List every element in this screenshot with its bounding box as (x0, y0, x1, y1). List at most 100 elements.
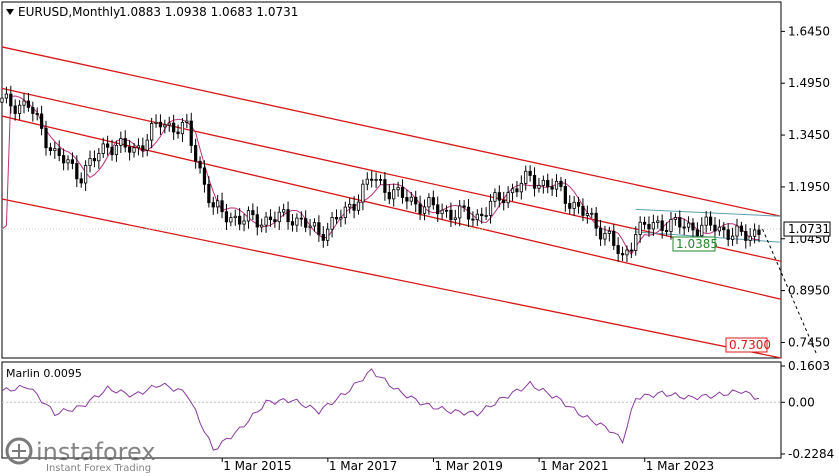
candle-body (136, 145, 141, 149)
candle-body (321, 234, 325, 241)
candle-body (242, 220, 246, 225)
instaforex-logo-icon (5, 437, 33, 465)
candle-body (238, 215, 242, 225)
candle-body (88, 158, 92, 166)
candle-body (57, 148, 61, 156)
candle-body (519, 183, 523, 193)
candle-body (427, 197, 431, 208)
candle-body (664, 230, 669, 232)
candle-body (198, 160, 202, 169)
candle-body (629, 249, 633, 252)
candle-body (97, 153, 101, 162)
candle-body (400, 186, 405, 198)
price-tick-label: 1.3450 (788, 128, 830, 142)
candles (0, 85, 761, 263)
channel-line-mid (1, 115, 782, 300)
candle-body (202, 167, 207, 185)
candle-body (422, 206, 427, 214)
candle-body (356, 201, 361, 211)
candle-body (726, 229, 730, 240)
candle-body (150, 123, 154, 141)
channel-line-lower (1, 198, 782, 359)
time-tick-label: 1 Mar 2019 (434, 459, 502, 473)
candle-body (656, 220, 660, 223)
candle-body (273, 219, 277, 223)
candle-body (378, 178, 383, 181)
candle-body (304, 218, 308, 228)
candle-body (343, 206, 347, 219)
candle-body (194, 145, 198, 162)
candle-body (550, 186, 554, 190)
candle-body (326, 228, 330, 241)
candle-body (748, 235, 752, 241)
candle-body (180, 122, 185, 135)
candle-body (348, 203, 352, 208)
marlin-indicator (1, 368, 781, 451)
candle-body (418, 203, 422, 214)
chart-header: EURUSD,Monthly 1.0883 1.0938 1.0683 1.07… (6, 5, 298, 19)
candle-body (695, 229, 699, 237)
candle-body (141, 145, 145, 151)
regression-channels (1, 46, 782, 359)
candle-body (686, 222, 691, 228)
candle-body (268, 216, 273, 221)
candle-body (708, 216, 713, 226)
candle-body (383, 179, 387, 193)
candle-body (515, 188, 519, 193)
candle-body (598, 227, 603, 240)
candle-body (462, 205, 466, 208)
candle-body (26, 100, 31, 108)
candle-body (132, 147, 136, 153)
current-price-marker: 1.0731 (783, 221, 831, 237)
candle-body (145, 139, 149, 151)
time-tick-label: 1 Mar 2015 (223, 459, 291, 473)
candle-body (44, 128, 48, 149)
candle-body (207, 183, 211, 204)
indicator-plot-area[interactable] (1, 361, 782, 459)
candle-body (528, 170, 532, 176)
candle-body (295, 217, 299, 226)
candle-body (704, 216, 708, 226)
candle-body (79, 178, 83, 184)
candle-body (576, 201, 581, 207)
candle-body (396, 186, 400, 191)
price-tick-label: 0.8950 (788, 284, 830, 298)
candle-body (730, 235, 735, 240)
candle-body (17, 104, 22, 114)
range-top-line (635, 208, 782, 217)
channel-line-mid-upper (1, 87, 782, 262)
candle-body (13, 105, 17, 114)
candle-body (502, 199, 506, 204)
candle-body (603, 233, 607, 240)
candle-body (541, 179, 545, 186)
candle-body (554, 180, 559, 190)
dropdown-triangle-icon[interactable] (6, 9, 14, 15)
candle-body (370, 178, 374, 181)
candle-body (233, 215, 237, 218)
candle-body (744, 231, 748, 241)
indicator-tick-label: 0.1603 (788, 359, 830, 373)
candle-body (700, 224, 704, 237)
candle-body (647, 223, 651, 230)
candle-body (299, 217, 303, 220)
candle-body (308, 225, 312, 228)
candle-body (189, 120, 193, 146)
support-label: 1.0385 (676, 237, 718, 251)
price-plot-area[interactable] (1, 1, 782, 359)
candle-body (101, 143, 105, 154)
candle-body (110, 146, 114, 156)
candle-body (334, 216, 339, 220)
candle-body (572, 201, 576, 209)
candle-body (691, 222, 695, 231)
time-tick-label: 1 Mar 2023 (646, 459, 714, 473)
price-tick-label: 1.4950 (788, 76, 830, 90)
candle-body (682, 226, 686, 229)
candle-body (35, 113, 39, 115)
candle-body (559, 180, 563, 187)
price-axis: 1.64501.49501.34501.19501.04500.89500.74… (781, 24, 830, 349)
candle-body (651, 222, 655, 230)
candle-body (757, 229, 761, 235)
candle-body (176, 131, 180, 135)
candle-body (616, 245, 620, 254)
